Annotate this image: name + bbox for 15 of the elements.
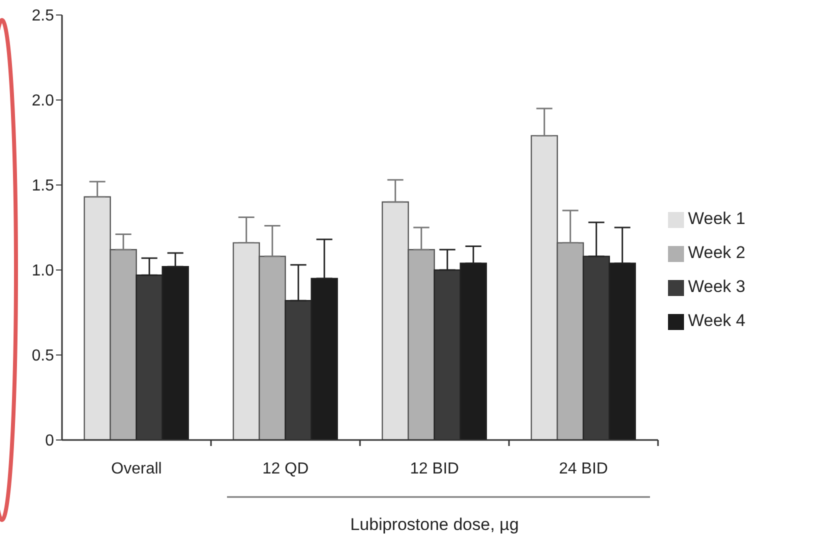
x-axis-title: Lubiprostone dose, µg — [350, 515, 519, 534]
y-tick-label: 1.0 — [32, 262, 54, 280]
x-tick-label: 24 BID — [559, 460, 608, 478]
x-tick-label: 12 BID — [410, 460, 459, 478]
x-tick-label: Overall — [111, 460, 162, 478]
y-tick-label: 2.5 — [32, 8, 54, 25]
y-tick-label: 2.0 — [32, 92, 54, 110]
y-tick-label: 1.5 — [32, 178, 54, 195]
x-tick-label: 12 QD — [262, 460, 309, 478]
legend-label: Week 1 — [688, 209, 746, 228]
legend-label: Week 4 — [688, 311, 746, 330]
y-tick-label: 0 — [45, 432, 54, 450]
legend-label: Week 3 — [688, 277, 746, 296]
y-tick-label: 0.5 — [32, 348, 54, 365]
legend-label: Week 2 — [688, 243, 746, 262]
